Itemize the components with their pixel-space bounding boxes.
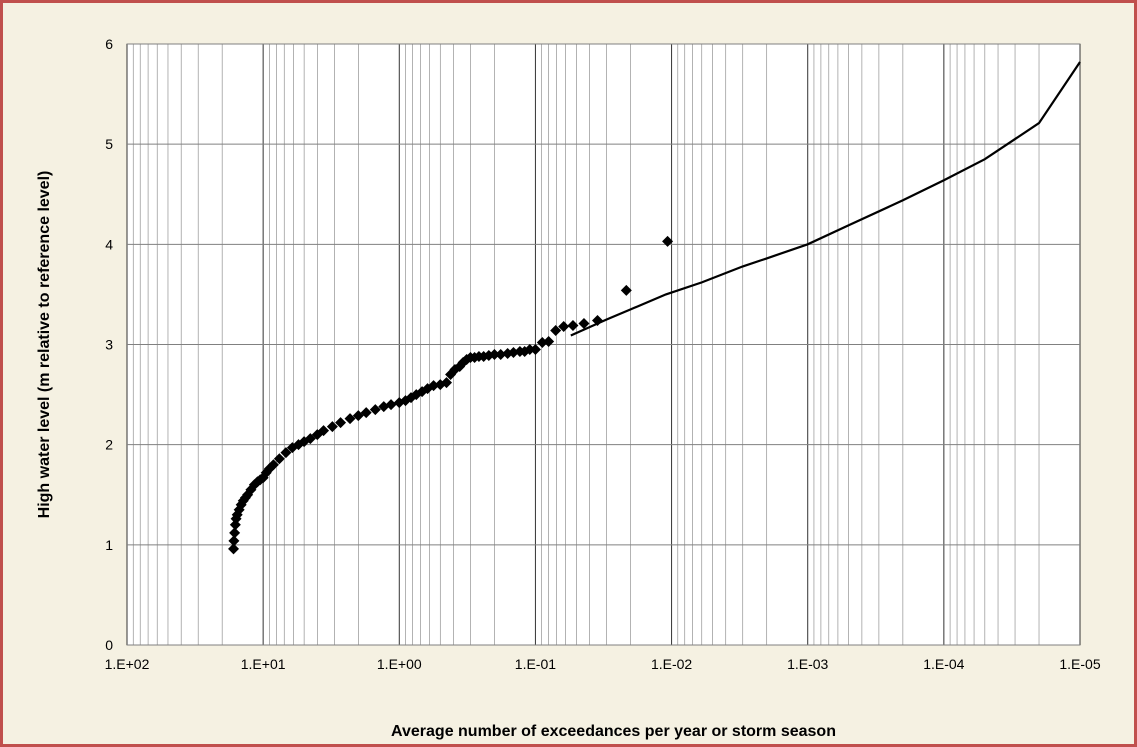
data-point [550,324,562,336]
data-point [440,377,452,389]
y-tick-label: 6 [105,36,113,52]
y-tick-label: 1 [105,537,113,553]
data-point [344,413,356,425]
data-point [620,284,632,296]
y-tick-label: 3 [105,337,113,353]
data-point [495,349,507,361]
data-point [369,404,381,416]
x-axis-title: Average number of exceedances per year o… [391,723,836,740]
data-point [558,320,570,332]
data-point [567,319,579,331]
y-tick-label: 4 [105,236,113,252]
gridlines [126,43,1081,646]
data-point [524,344,536,356]
fitted-line [570,61,1081,337]
data-point [318,425,330,437]
data-point [529,344,541,356]
data-point [229,527,241,539]
data-series [228,61,1081,555]
data-point [248,479,260,491]
data-point [488,349,500,361]
x-tick-label: 1.E-04 [923,656,964,672]
x-tick-label: 1.E-02 [651,656,692,672]
tick-labels: 1.E+02 1.E+01 1.E+00 1.E-01 1.E-02 1.E-03 1.E-… [105,36,1101,672]
data-point [428,380,440,392]
y-tick-label: 2 [105,437,113,453]
data-point [335,417,347,429]
data-point [267,459,279,471]
x-tick-label: 1.E-05 [1059,656,1100,672]
data-point [385,399,397,411]
y-tick-label: 5 [105,136,113,152]
x-tick-label: 1.E-01 [515,656,556,672]
x-tick-label: 1.E+01 [241,656,286,672]
data-point [228,543,240,555]
x-tick-label: 1.E+00 [377,656,422,672]
data-point [543,335,555,347]
data-point [280,447,292,459]
y-axis-title: High water level (m relative to referenc… [36,171,53,519]
x-tick-label: 1.E-03 [787,656,828,672]
data-point [578,317,590,329]
y-tick-label: 0 [105,637,113,653]
data-point [360,407,372,419]
data-point [273,453,285,465]
data-point [326,421,338,433]
data-point [662,235,674,247]
data-point [228,535,240,547]
x-tick-label: 1.E+02 [105,656,150,672]
